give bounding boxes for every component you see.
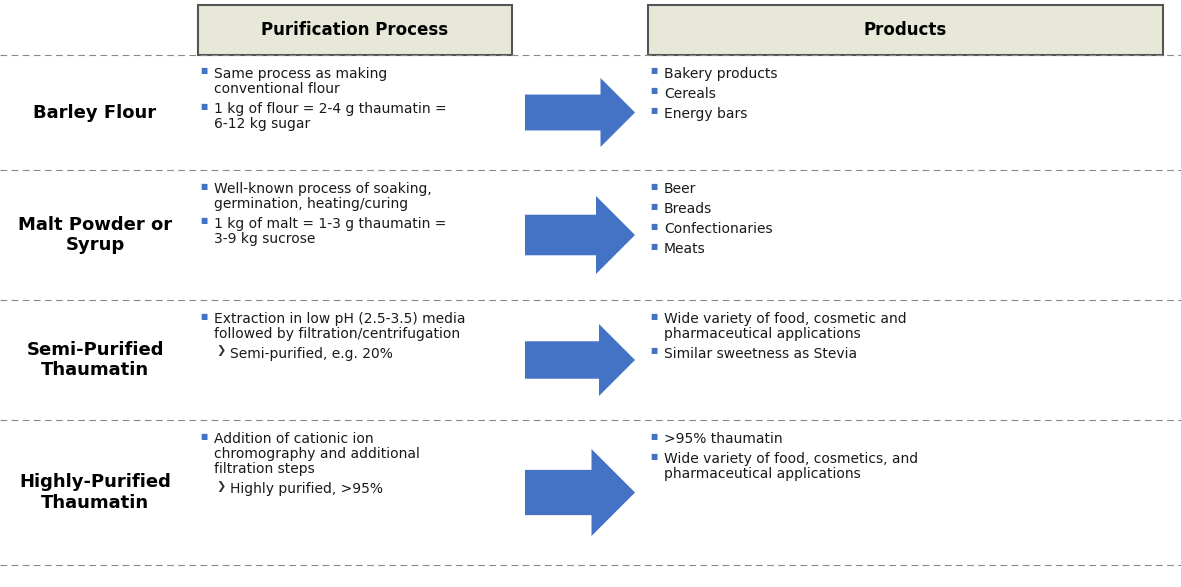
Text: Confectionaries: Confectionaries: [664, 222, 772, 236]
FancyBboxPatch shape: [198, 5, 513, 55]
Text: Addition of cationic ion: Addition of cationic ion: [214, 432, 373, 446]
Text: Products: Products: [863, 21, 947, 39]
Text: Highly-Purified
Thaumatin: Highly-Purified Thaumatin: [19, 473, 171, 512]
Text: ❯: ❯: [216, 346, 226, 356]
Text: ■: ■: [650, 201, 658, 211]
Text: Barley Flour: Barley Flour: [33, 103, 157, 122]
Text: chromography and additional: chromography and additional: [214, 447, 420, 461]
Text: ■: ■: [650, 241, 658, 251]
Text: conventional flour: conventional flour: [214, 82, 340, 96]
Text: ■: ■: [650, 346, 658, 356]
Text: Malt Powder or
Syrup: Malt Powder or Syrup: [18, 215, 172, 254]
Polygon shape: [526, 324, 635, 396]
Text: 3-9 kg sucrose: 3-9 kg sucrose: [214, 232, 315, 246]
Text: ■: ■: [200, 431, 207, 440]
Text: ■: ■: [650, 66, 658, 76]
Text: ■: ■: [650, 106, 658, 116]
Text: Cereals: Cereals: [664, 87, 716, 101]
Text: pharmaceutical applications: pharmaceutical applications: [664, 327, 861, 341]
Text: ■: ■: [200, 312, 207, 321]
Text: Meats: Meats: [664, 242, 706, 256]
Text: ■: ■: [650, 86, 658, 96]
Text: Semi-purified, e.g. 20%: Semi-purified, e.g. 20%: [230, 347, 393, 361]
Text: Bakery products: Bakery products: [664, 67, 777, 81]
Text: 6-12 kg sugar: 6-12 kg sugar: [214, 117, 311, 131]
Text: followed by filtration/centrifugation: followed by filtration/centrifugation: [214, 327, 461, 341]
Text: ■: ■: [650, 312, 658, 321]
Text: ■: ■: [650, 221, 658, 231]
Polygon shape: [526, 196, 635, 274]
Text: ■: ■: [200, 181, 207, 191]
Text: ■: ■: [200, 66, 207, 76]
Text: Same process as making: Same process as making: [214, 67, 387, 81]
Text: Breads: Breads: [664, 202, 712, 216]
Text: filtration steps: filtration steps: [214, 462, 315, 476]
Text: Purification Process: Purification Process: [261, 21, 449, 39]
Polygon shape: [526, 449, 635, 536]
Text: Wide variety of food, cosmetic and: Wide variety of food, cosmetic and: [664, 312, 907, 326]
Text: Beer: Beer: [664, 182, 697, 196]
Text: 1 kg of flour = 2-4 g thaumatin =: 1 kg of flour = 2-4 g thaumatin =: [214, 102, 446, 116]
Text: ❯: ❯: [216, 481, 226, 491]
Text: >95% thaumatin: >95% thaumatin: [664, 432, 783, 446]
Text: Well-known process of soaking,: Well-known process of soaking,: [214, 182, 432, 196]
Text: Similar sweetness as Stevia: Similar sweetness as Stevia: [664, 347, 857, 361]
Text: ■: ■: [200, 217, 207, 225]
Text: Energy bars: Energy bars: [664, 107, 748, 121]
Text: ■: ■: [650, 181, 658, 191]
FancyBboxPatch shape: [648, 5, 1163, 55]
Text: ■: ■: [200, 102, 207, 110]
Polygon shape: [526, 78, 635, 147]
Text: 1 kg of malt = 1-3 g thaumatin =: 1 kg of malt = 1-3 g thaumatin =: [214, 217, 446, 231]
Text: Semi-Purified
Thaumatin: Semi-Purified Thaumatin: [26, 340, 164, 379]
Text: germination, heating/curing: germination, heating/curing: [214, 197, 409, 211]
Text: ■: ■: [650, 451, 658, 460]
Text: Wide variety of food, cosmetics, and: Wide variety of food, cosmetics, and: [664, 452, 918, 466]
Text: Extraction in low pH (2.5-3.5) media: Extraction in low pH (2.5-3.5) media: [214, 312, 465, 326]
Text: ■: ■: [650, 431, 658, 440]
Text: Highly purified, >95%: Highly purified, >95%: [230, 482, 383, 496]
Text: pharmaceutical applications: pharmaceutical applications: [664, 467, 861, 481]
